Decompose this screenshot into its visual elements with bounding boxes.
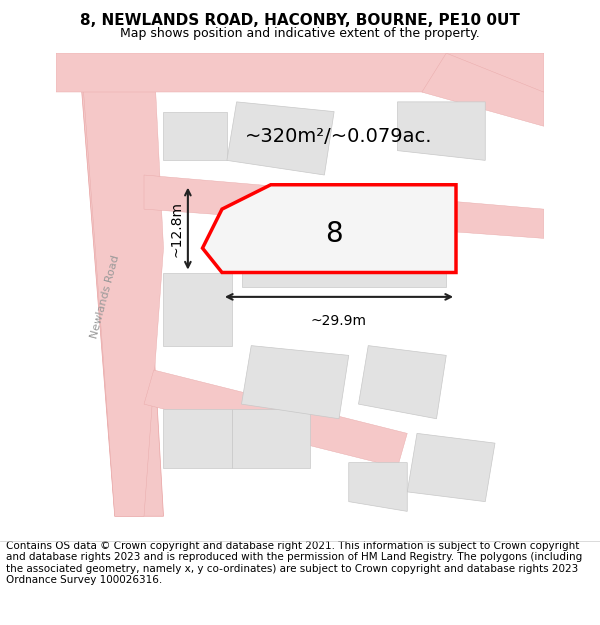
- Polygon shape: [349, 462, 407, 511]
- Polygon shape: [163, 409, 232, 468]
- Polygon shape: [163, 272, 232, 346]
- Text: ~320m²/~0.079ac.: ~320m²/~0.079ac.: [245, 126, 433, 146]
- Polygon shape: [203, 185, 456, 272]
- Polygon shape: [163, 112, 227, 161]
- Text: ~29.9m: ~29.9m: [311, 314, 367, 328]
- Polygon shape: [227, 102, 334, 175]
- Text: 8, NEWLANDS ROAD, HACONBY, BOURNE, PE10 0UT: 8, NEWLANDS ROAD, HACONBY, BOURNE, PE10 …: [80, 13, 520, 28]
- Polygon shape: [56, 53, 544, 92]
- Polygon shape: [144, 175, 544, 238]
- Text: ~12.8m: ~12.8m: [169, 201, 183, 257]
- Polygon shape: [407, 433, 495, 502]
- Text: 8: 8: [325, 219, 343, 248]
- Text: Map shows position and indicative extent of the property.: Map shows position and indicative extent…: [120, 27, 480, 40]
- Polygon shape: [80, 78, 163, 516]
- Polygon shape: [398, 102, 485, 161]
- Polygon shape: [80, 53, 163, 516]
- Polygon shape: [241, 209, 446, 287]
- Polygon shape: [232, 409, 310, 468]
- Text: Contains OS data © Crown copyright and database right 2021. This information is : Contains OS data © Crown copyright and d…: [6, 541, 582, 586]
- Polygon shape: [359, 346, 446, 419]
- Polygon shape: [422, 53, 544, 126]
- Polygon shape: [241, 346, 349, 419]
- Text: Newlands Road: Newlands Road: [89, 254, 121, 339]
- Polygon shape: [144, 370, 407, 468]
